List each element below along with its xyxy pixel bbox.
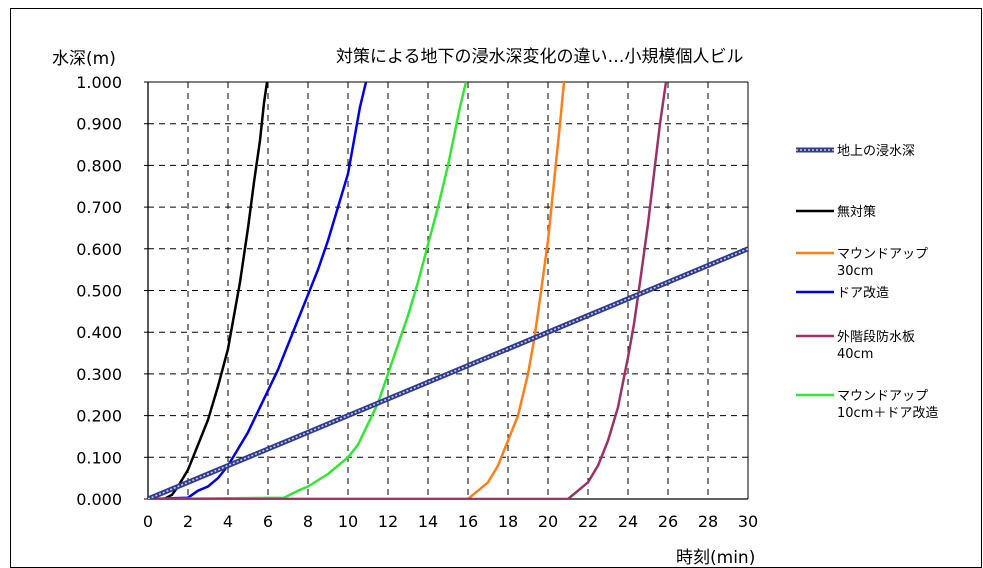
x-tick-label: 4 [223,512,233,531]
y-tick-label: 1.000 [76,73,122,92]
x-tick-label: 14 [418,512,438,531]
x-tick-label: 30 [738,512,758,531]
legend-label: 無対策 [837,204,876,220]
x-tick-label: 8 [303,512,313,531]
series-line [148,81,468,499]
y-tick-label: 0.900 [76,115,122,134]
legend-label: マウンドアップ [837,247,928,262]
legend-label: 30cm [837,264,873,279]
y-axis-label: 水深(m) [52,49,116,69]
legend-label: 地上の浸水深 [837,144,915,159]
series-line [148,81,368,499]
x-tick-label: 2 [183,512,193,531]
legend-label: 外階段防水板 [837,329,915,345]
series-line [148,81,668,499]
x-tick-label: 22 [578,512,598,531]
y-tick-label: 0.600 [76,240,122,259]
x-tick-label: 0 [143,512,153,531]
x-tick-label: 6 [263,512,273,531]
chart-title: 対策による地下の浸水深変化の違い…小規模個人ビル [336,47,744,67]
series-line-ground-beads [148,248,748,499]
y-tick-label: 0.100 [76,448,122,467]
legend-label: ドア改造 [837,286,889,301]
y-tick-label: 0.400 [76,323,122,342]
x-tick-label: 16 [458,512,478,531]
legend-label: 40cm [837,347,873,362]
x-tick-label: 28 [698,512,718,531]
y-tick-label: 0.700 [76,198,122,217]
y-tick-label: 0.000 [76,490,122,509]
x-tick-label: 20 [538,512,558,531]
x-tick-label: 12 [378,512,398,531]
y-tick-label: 0.800 [76,156,122,175]
x-tick-label: 18 [498,512,518,531]
legend-label: マウンドアップ [837,389,928,404]
x-tick-label: 10 [338,512,358,531]
x-tick-label: 24 [618,512,638,531]
x-tick-label: 26 [658,512,678,531]
series-line [148,81,566,499]
series-line [148,81,269,499]
y-tick-label: 0.200 [76,407,122,426]
y-tick-label: 0.300 [76,365,122,384]
y-tick-label: 0.500 [76,282,122,301]
legend-label: 10cm＋ドア改造 [837,406,938,421]
